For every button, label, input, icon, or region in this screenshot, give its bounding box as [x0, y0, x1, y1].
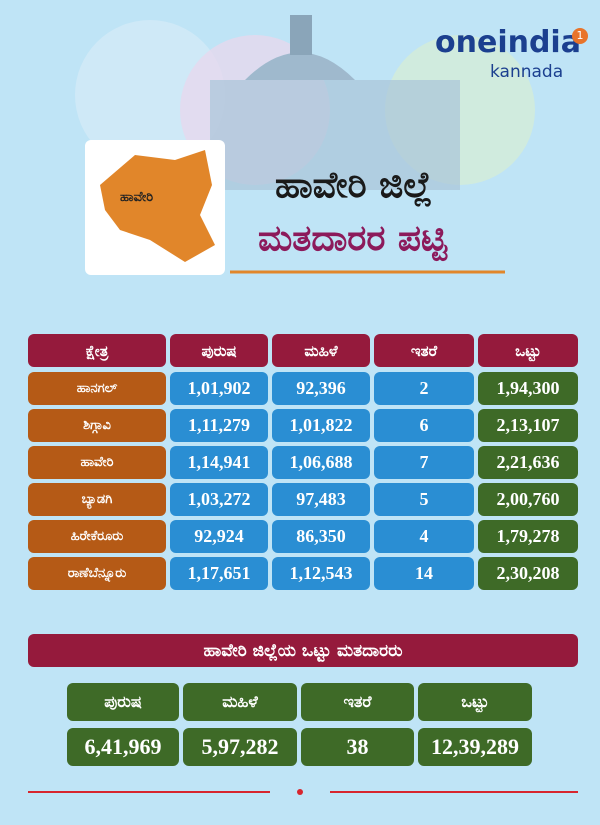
table-cell: 2,21,636 [478, 446, 578, 479]
table-cell: 1,12,543 [272, 557, 370, 590]
table-header: ಮಹಿಳೆ [272, 334, 370, 367]
summary-title: ಹಾವೇರಿ ಜಿಲ್ಲೆಯ ಒಟ್ಟು ಮತದಾರರು [28, 634, 578, 667]
dome [245, 52, 355, 80]
table-cell: 1,79,278 [478, 520, 578, 553]
subtitle: ಮತದಾರರ ಪಟ್ಟಿ [258, 218, 448, 259]
constituency: ಶಿಗ್ಗಾವಿ [28, 409, 166, 442]
district-map [100, 150, 215, 262]
table-cell: 1,11,279 [170, 409, 268, 442]
table-cell: 2,30,208 [478, 557, 578, 590]
table-header: ಒಟ್ಟು [478, 334, 578, 367]
table-cell: 2,00,760 [478, 483, 578, 516]
constituency: ಹಾನಗಲ್ [28, 372, 166, 405]
logo-badge: 1 [572, 28, 588, 44]
table-header: ಪುರುಷ [170, 334, 268, 367]
table-cell: 86,350 [272, 520, 370, 553]
map-label: ಹಾವೇರಿ [120, 190, 154, 205]
table-cell: 6 [374, 409, 474, 442]
table-cell: 5 [374, 483, 474, 516]
summary-value: 6,41,969 [67, 728, 179, 766]
table-cell: 1,94,300 [478, 372, 578, 405]
emblem [290, 15, 312, 55]
summary-value: 38 [301, 728, 414, 766]
summary-header: ಇತರೆ [301, 683, 414, 721]
table-cell: 1,01,902 [170, 372, 268, 405]
summary-header: ಒಟ್ಟು [418, 683, 532, 721]
building [210, 80, 460, 190]
table-cell: 4 [374, 520, 474, 553]
table-header: ಇತರೆ [374, 334, 474, 367]
constituency: ರಾಣೆಬೆನ್ನೂರು [28, 557, 166, 590]
table-cell: 2,13,107 [478, 409, 578, 442]
table-cell: 92,396 [272, 372, 370, 405]
logo-sub: kannada [490, 62, 564, 82]
table-cell: 2 [374, 372, 474, 405]
table-cell: 97,483 [272, 483, 370, 516]
footer-rule [28, 789, 578, 795]
constituency: ಹಿರೇಕೆರೂರು [28, 520, 166, 553]
table-cell: 1,17,651 [170, 557, 268, 590]
table-cell: 14 [374, 557, 474, 590]
header-art [75, 15, 535, 275]
constituency: ಬ್ಯಾಡಗಿ [28, 483, 166, 516]
logo-brand: oneindia [435, 25, 581, 60]
summary-header: ಮಹಿಳೆ [183, 683, 297, 721]
summary-header: ಪುರುಷ [67, 683, 179, 721]
summary-value: 12,39,289 [418, 728, 532, 766]
table-header: ಕ್ಷೇತ್ರ [28, 334, 166, 367]
constituency: ಹಾವೇರಿ [28, 446, 166, 479]
table-cell: 1,03,272 [170, 483, 268, 516]
table-cell: 1,14,941 [170, 446, 268, 479]
title: ಹಾವೇರಿ ಜಿಲ್ಲೆ [275, 165, 433, 206]
table-cell: 7 [374, 446, 474, 479]
table-cell: 92,924 [170, 520, 268, 553]
footer-dot [297, 789, 303, 795]
table-cell: 1,01,822 [272, 409, 370, 442]
table-cell: 1,06,688 [272, 446, 370, 479]
summary-value: 5,97,282 [183, 728, 297, 766]
